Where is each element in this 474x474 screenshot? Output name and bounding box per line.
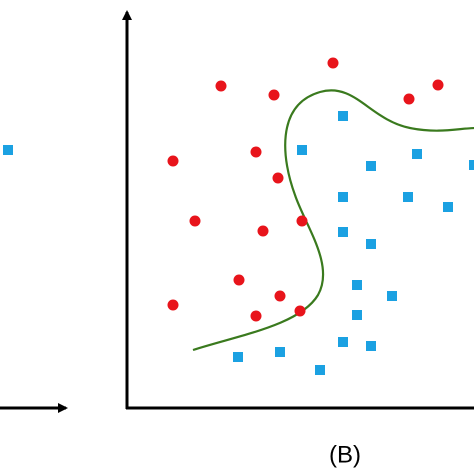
class-a-point [296, 215, 308, 227]
class-a-point [167, 299, 179, 311]
class-a-point [294, 305, 306, 317]
class-a-point [268, 89, 280, 101]
class-a-point [215, 80, 227, 92]
class-b-point [412, 149, 422, 159]
class-b-point [403, 192, 413, 202]
class-b-point [352, 280, 362, 290]
class-a-point [189, 215, 201, 227]
class-a-point [167, 155, 179, 167]
class-b-point [469, 160, 474, 170]
decision-boundary [192, 89, 474, 352]
caption: (B) [329, 441, 361, 468]
class-b-point [315, 365, 325, 375]
class-b-point [338, 337, 348, 347]
class-a-point [250, 146, 262, 158]
class-b-point [297, 145, 307, 155]
class-b-point [338, 111, 348, 121]
class-a-point [432, 79, 444, 91]
class-a-point [327, 57, 339, 69]
class-b-point [233, 352, 243, 362]
class-b-point [366, 239, 376, 249]
class-a-point [403, 93, 415, 105]
class-b-point [3, 145, 13, 155]
class-b-point [352, 310, 362, 320]
class-b-point [366, 341, 376, 351]
class-b-point [366, 161, 376, 171]
class-b-point [275, 347, 285, 357]
class-a-point [233, 274, 245, 286]
class-a-point [257, 225, 269, 237]
class-b-point [338, 227, 348, 237]
class-b-point [338, 192, 348, 202]
class-b-point [387, 291, 397, 301]
class-a-point [272, 172, 284, 184]
class-b-point [443, 202, 453, 212]
class-a-point [250, 310, 262, 322]
class-a-point [274, 290, 286, 302]
